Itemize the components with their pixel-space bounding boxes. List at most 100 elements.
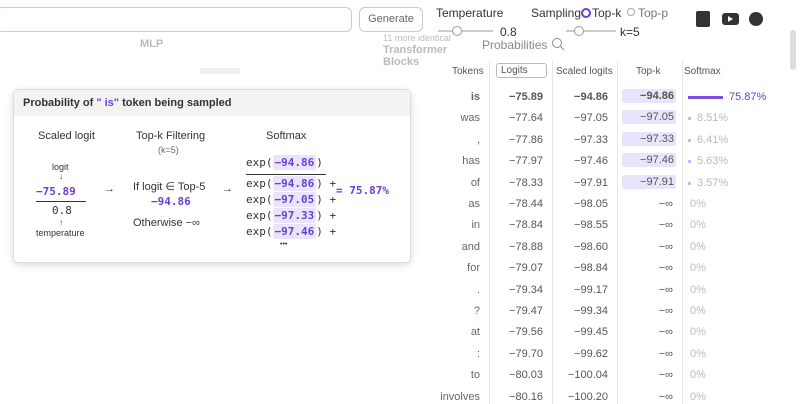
scrollbar[interactable] — [790, 30, 796, 70]
temperature-slider[interactable] — [438, 30, 493, 32]
scaled-logit: −97.33 — [574, 133, 608, 146]
softmax-bar — [688, 160, 691, 164]
sampling-label: Sampling — [531, 6, 582, 20]
exp-part: ) — [316, 209, 323, 222]
zoom-icon[interactable] — [551, 37, 565, 51]
softmax: 0% — [690, 219, 706, 232]
column-divider — [489, 60, 490, 404]
exp-part: −94.86 — [272, 176, 317, 191]
scaled-logit: −97.91 — [574, 176, 608, 189]
topk-value: −97.05 — [622, 110, 676, 125]
logit: −78.44 — [509, 198, 543, 210]
exp-part: exp( — [246, 209, 273, 222]
topk-value: −∞ — [658, 326, 673, 339]
softmax: 0% — [690, 262, 706, 275]
exp-term: exp(−97.46) + — [246, 224, 337, 239]
softmax-title: Softmax — [266, 130, 307, 142]
popup-header — [14, 90, 410, 116]
column-header[interactable]: Logits — [496, 63, 547, 78]
exp-part: ) — [316, 193, 323, 206]
token: of — [470, 176, 480, 189]
k-value: k=5 — [620, 25, 640, 39]
softmax: 5.63% — [697, 155, 729, 168]
temperature-label: Temperature — [436, 6, 504, 20]
prompt-input[interactable] — [0, 7, 352, 32]
topp-option[interactable]: Top-p — [638, 6, 669, 20]
column-header: Scaled logits — [556, 66, 613, 77]
fraction-line — [246, 174, 326, 175]
token: is — [470, 91, 480, 103]
logit: −79.47 — [509, 305, 543, 317]
title-token: " is" — [96, 97, 120, 109]
exp-part: exp( — [246, 225, 273, 238]
token: : — [476, 347, 480, 360]
topk-slider[interactable] — [566, 30, 616, 32]
token: . — [476, 283, 480, 296]
temperature-thumb[interactable] — [452, 26, 462, 36]
softmax: 0% — [690, 305, 706, 317]
token: was — [460, 112, 480, 125]
identical-label: 11 more identical — [383, 33, 451, 43]
topk-value: −94.86 — [622, 89, 676, 103]
temperature-value: 0.8 — [52, 204, 72, 217]
topk-value: −∞ — [658, 347, 673, 360]
topk-value: −97.33 — [622, 131, 676, 146]
exp-part: −97.33 — [272, 208, 317, 223]
token: and — [461, 240, 480, 253]
title-post: token being sampled — [122, 97, 232, 109]
softmax: 0% — [690, 326, 706, 339]
plus: + — [329, 177, 337, 190]
ellipsis: ••• — [280, 241, 288, 248]
softmax: 75.87% — [729, 91, 767, 103]
exp-part: exp( — [246, 156, 273, 169]
topk-value: −97.91 — [622, 174, 676, 189]
exp-part: ) — [316, 225, 323, 238]
header-icons — [696, 11, 763, 27]
plus: + — [329, 209, 337, 222]
column-divider — [552, 60, 553, 404]
softmax-result: = 75.87% — [336, 184, 389, 197]
logit: −80.16 — [509, 390, 543, 403]
token: to — [470, 369, 480, 382]
pdf-icon[interactable] — [696, 11, 710, 27]
softmax: 3.57% — [697, 176, 729, 189]
topk-value: −∞ — [658, 240, 673, 253]
scaled-logit: −97.05 — [574, 112, 608, 125]
scaled-logit: −98.55 — [574, 219, 608, 232]
softmax: 8.51% — [697, 112, 729, 125]
temperature-value: 0.8 — [500, 25, 517, 39]
topk-otherwise: Otherwise −∞ — [133, 217, 200, 229]
scaled-logit: −99.17 — [574, 283, 608, 296]
softmax-bar — [688, 117, 691, 121]
token: in — [471, 219, 480, 232]
topk-value: −94.86 — [151, 195, 191, 208]
github-icon[interactable] — [749, 12, 763, 26]
exp-part: −94.86 — [272, 155, 317, 170]
softmax-bar — [688, 181, 691, 185]
logit: −78.88 — [509, 240, 543, 253]
generate-button[interactable]: Generate — [359, 7, 423, 32]
logit: −77.97 — [509, 155, 543, 168]
token: involves — [440, 390, 480, 403]
topp-radio[interactable] — [627, 8, 635, 16]
topk-option[interactable]: Top-k — [592, 6, 622, 20]
logit: −79.70 — [509, 347, 543, 360]
topk-radio[interactable] — [581, 8, 591, 18]
logit-label: logit — [52, 162, 69, 172]
topk-value: −∞ — [658, 219, 673, 232]
topk-thumb[interactable] — [574, 26, 584, 36]
scaled-logit: −98.05 — [574, 198, 608, 210]
popup: Probability of " is" token being sampled… — [13, 89, 411, 263]
token: , — [476, 133, 480, 146]
exp-term: exp(−94.86) + — [246, 176, 337, 191]
transformer-label: Transformer — [383, 44, 448, 56]
softmax: 0% — [690, 240, 706, 253]
scaled-logit: −100.04 — [567, 369, 608, 382]
topk-title: Top-k Filtering — [136, 130, 206, 142]
topk-value: −∞ — [658, 198, 673, 210]
plus: + — [329, 225, 337, 238]
token: has — [462, 155, 480, 168]
logit: −79.34 — [509, 283, 543, 296]
scaled-logit: −98.60 — [574, 240, 608, 253]
